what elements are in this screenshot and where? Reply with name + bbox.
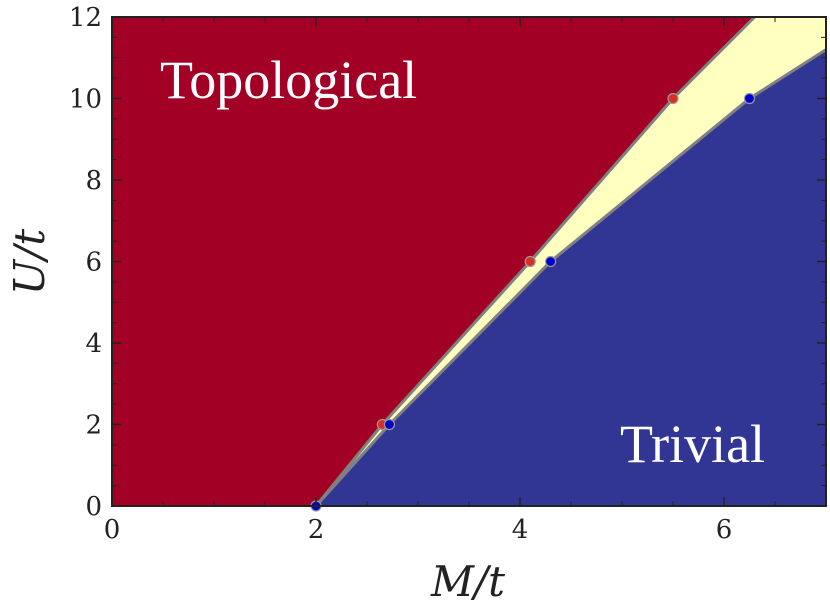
x-axis-label: M/t bbox=[430, 557, 505, 606]
y-tick-label: 4 bbox=[85, 329, 102, 359]
y-tick-label: 6 bbox=[85, 248, 102, 278]
trivial-boundary-point bbox=[743, 92, 756, 105]
y-tick-label: 10 bbox=[69, 85, 102, 115]
y-tick-label: 12 bbox=[69, 3, 102, 33]
topological-boundary-point bbox=[667, 92, 679, 105]
y-tick-label: 0 bbox=[85, 492, 102, 522]
trivial-region bbox=[316, 49, 826, 506]
trivial-boundary-point bbox=[383, 418, 396, 431]
trivial-boundary-point bbox=[544, 255, 557, 268]
topological-region bbox=[112, 17, 755, 506]
axis-ticks: 0 2 4 6 0 2 4 6 8 10 12 bbox=[69, 3, 827, 545]
topological-label: Topological bbox=[160, 50, 417, 110]
x-tick-label: 6 bbox=[716, 515, 733, 545]
data-markers bbox=[310, 92, 756, 512]
x-tick-label: 4 bbox=[512, 515, 529, 545]
topological-boundary-point bbox=[524, 255, 536, 268]
y-axis-label: U/t bbox=[5, 229, 54, 296]
trivial-label: Trivial bbox=[620, 414, 765, 474]
y-tick-label: 2 bbox=[85, 411, 102, 441]
plot-area: Topological Trivial bbox=[112, 15, 827, 512]
x-tick-label: 2 bbox=[308, 515, 325, 545]
x-tick-label: 0 bbox=[104, 515, 121, 545]
y-tick-label: 8 bbox=[85, 166, 102, 196]
